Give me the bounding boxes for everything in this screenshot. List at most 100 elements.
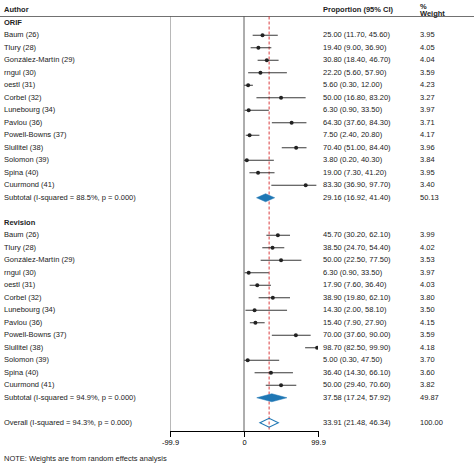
study-label: 7.50 (2.40, 20.80) (323, 130, 383, 139)
ci-line (255, 372, 293, 373)
estimate-point (271, 296, 275, 300)
x-tick-mark (244, 431, 245, 437)
study-author: Solomon (39) (4, 355, 50, 364)
study-label: 30.80 (18.40, 46.70) (323, 55, 391, 64)
subtotal-diamond (257, 194, 275, 202)
estimate-point (258, 71, 262, 75)
study-label: 6.30 (0.90, 33.50) (323, 268, 383, 277)
study-weight: 3.40 (420, 180, 435, 189)
study-weight: 3.71 (420, 118, 435, 127)
study-weight: 4.03 (420, 280, 435, 289)
study-label: 36.40 (14.30, 66.10) (323, 368, 391, 377)
study-weight: 3.95 (420, 168, 435, 177)
estimate-point (246, 83, 250, 87)
x-tick: 0 (242, 431, 246, 447)
study-label: 25.00 (11.70, 45.60) (323, 30, 390, 39)
estimate-point (279, 258, 283, 262)
study-label: 70.40 (51.00, 84.40) (323, 143, 391, 152)
subtotal-weight: 50.13 (420, 193, 439, 202)
ci-line (253, 35, 278, 36)
x-tick-label: -99.9 (162, 438, 179, 447)
estimate-point (294, 146, 298, 150)
x-axis: -99.9 0 99.9 (162, 431, 326, 447)
study-author: Baum (26) (4, 30, 40, 39)
estimate-point (265, 58, 269, 62)
study-weight: 4.17 (420, 130, 435, 139)
ci-line (245, 310, 287, 311)
study-label: 70.00 (37.60, 90.00) (323, 330, 391, 339)
subtotal-diamond (257, 394, 287, 402)
subtotal-label: 29.16 (16.92, 41.40) (323, 193, 391, 202)
study-weight: 3.99 (420, 230, 435, 239)
overall-diamond (260, 418, 278, 427)
estimate-point (247, 271, 251, 275)
study-author: Powell-Bowns (37) (4, 330, 67, 339)
study-weight: 3.95 (420, 30, 435, 39)
study-label: 6.30 (0.90, 33.50) (323, 105, 383, 114)
subtotal-text: Subtotal (I-squared = 88.5%, p = 0.000) (4, 193, 136, 202)
study-author: Baum (26) (4, 230, 40, 239)
study-weight: 4.23 (420, 80, 435, 89)
estimate-point (253, 321, 257, 325)
study-author: Tlury (28) (4, 43, 37, 52)
ci-line (272, 122, 307, 123)
study-author: Cuurmond (41) (4, 180, 55, 189)
study-author: González-Martín (29) (4, 55, 75, 64)
study-author: Cuurmond (41) (4, 380, 55, 389)
study-label: 3.80 (0.20, 40.30) (323, 155, 383, 164)
study-weight: 3.27 (420, 93, 435, 102)
estimate-point (271, 246, 275, 250)
x-tick-label: 99.9 (311, 438, 326, 447)
estimate-point (294, 333, 298, 337)
plot-area (170, 17, 318, 432)
study-weight: 3.96 (420, 143, 435, 152)
study-label: 98.70 (82.50, 99.90) (323, 343, 391, 352)
estimate-point (315, 346, 318, 350)
study-weight: 3.82 (420, 380, 435, 389)
study-label: 64.30 (37.60, 84.30) (323, 118, 391, 127)
study-label: 50.00 (16.80, 83.20) (323, 93, 391, 102)
study-label: 50.00 (29.40, 70.60) (323, 380, 391, 389)
x-tick-mark (170, 431, 171, 437)
study-weight: 4.04 (420, 55, 435, 64)
estimate-point (276, 233, 280, 237)
study-label: 19.40 (9.00, 36.90) (323, 43, 387, 52)
study-author: Slullitel (38) (4, 343, 44, 352)
overall-label: 33.91 (21.48, 46.34) (323, 418, 391, 427)
note: NOTE: Weights are from random effects an… (4, 454, 167, 463)
study-weight: 3.97 (420, 105, 435, 114)
x-tick-label: 0 (242, 438, 246, 447)
study-author: Corbel (32) (4, 93, 42, 102)
study-label: 45.70 (30.20, 62.10) (323, 230, 391, 239)
ci-line (272, 335, 311, 336)
ci-line (271, 185, 316, 186)
header-estimate: Proportion (95% CI) (323, 5, 394, 14)
study-weight: 4.18 (420, 343, 435, 352)
reference-line (269, 17, 270, 432)
x-tick: 99.9 (311, 431, 326, 447)
ci-line (248, 72, 287, 73)
study-weight: 4.15 (420, 318, 435, 327)
ci-line (249, 172, 274, 173)
study-label: 22.20 (5.60, 57.90) (323, 68, 387, 77)
estimate-point (246, 358, 250, 362)
study-author: oestl (31) (4, 80, 36, 89)
study-weight: 3.59 (420, 68, 435, 77)
study-label: 50.00 (22.50, 77.50) (323, 255, 391, 264)
header-weight: Weight (420, 9, 445, 18)
estimate-point (255, 283, 259, 287)
study-label: 17.90 (7.60, 36.40) (323, 280, 387, 289)
study-author: Solomon (39) (4, 155, 50, 164)
study-weight: 3.50 (420, 305, 435, 314)
study-weight: 4.02 (420, 243, 435, 252)
study-weight: 3.80 (420, 293, 435, 302)
study-author: Lunebourg (34) (4, 105, 56, 114)
null-line (244, 17, 245, 432)
study-author: Spina (40) (4, 168, 39, 177)
estimate-point (248, 133, 252, 137)
subtotal-text: Subtotal (I-squared = 94.9%, p = 0.000) (4, 393, 136, 402)
chart: AuthorProportion (95% CI)%WeightORIFBaum… (0, 0, 474, 474)
estimate-point (261, 33, 265, 37)
study-author: Powell-Bowns (37) (4, 130, 67, 139)
study-label: 5.00 (0.30, 47.50) (323, 355, 383, 364)
